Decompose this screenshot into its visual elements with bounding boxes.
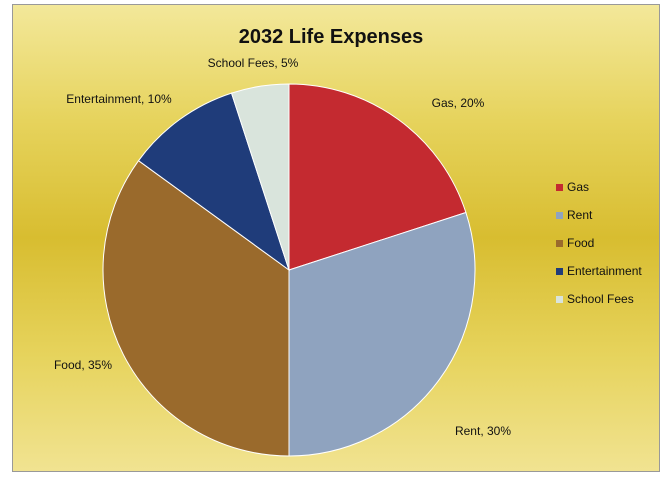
legend-entry: Food (556, 236, 594, 250)
pie-slice (102, 159, 290, 457)
legend-entry: Gas (556, 180, 589, 194)
legend-label: Gas (567, 180, 590, 194)
legend-label: Food (567, 236, 595, 250)
pie-slice (288, 211, 476, 457)
legend-label: School Fees (567, 292, 634, 306)
legend-swatch (556, 211, 563, 219)
legend-entry: School Fees (556, 292, 634, 306)
data-label: Gas, 20% (431, 96, 485, 110)
pie-slice (288, 83, 467, 271)
pie-slice (137, 92, 290, 272)
legend-swatch (556, 295, 563, 303)
data-label: School Fees, 5% (207, 56, 299, 70)
legend-swatch (556, 267, 563, 275)
legend-entry: Entertainment (556, 264, 642, 278)
pie-slice (230, 83, 290, 271)
legend-swatch (556, 183, 563, 191)
data-label: Entertainment, 10% (66, 92, 172, 106)
legend-entry: Rent (556, 208, 592, 222)
data-label: Food, 35% (53, 358, 113, 372)
data-label: Rent, 30% (454, 424, 512, 438)
legend-label: Entertainment (567, 264, 642, 278)
legend-swatch (556, 239, 563, 247)
legend-label: Rent (567, 208, 593, 222)
chart-title: 2032 Life Expenses (238, 26, 424, 48)
